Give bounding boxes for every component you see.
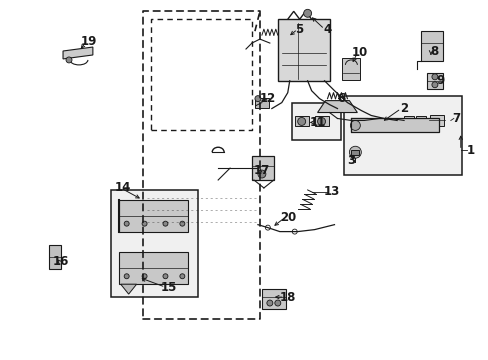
Circle shape bbox=[180, 221, 184, 226]
Bar bbox=[342, 58, 360, 80]
Text: 6: 6 bbox=[337, 92, 345, 105]
Circle shape bbox=[317, 117, 325, 125]
Circle shape bbox=[163, 221, 167, 226]
Bar bbox=[426, 73, 442, 89]
Circle shape bbox=[431, 74, 437, 80]
Text: 7: 7 bbox=[452, 112, 460, 125]
Circle shape bbox=[303, 9, 311, 17]
Bar bbox=[251, 156, 273, 180]
Bar bbox=[291, 103, 341, 140]
Circle shape bbox=[431, 82, 437, 88]
Circle shape bbox=[163, 274, 167, 279]
Text: 14: 14 bbox=[114, 181, 131, 194]
Text: 11: 11 bbox=[309, 116, 325, 129]
Bar bbox=[119, 252, 188, 284]
Text: 16: 16 bbox=[53, 255, 69, 268]
Bar bbox=[351, 118, 438, 132]
Text: 5: 5 bbox=[295, 23, 303, 36]
Text: 8: 8 bbox=[429, 45, 437, 58]
Bar bbox=[49, 246, 61, 269]
Circle shape bbox=[124, 274, 129, 279]
Bar bbox=[415, 117, 425, 125]
Text: 1: 1 bbox=[466, 144, 474, 157]
Bar bbox=[262, 289, 285, 309]
Text: 19: 19 bbox=[81, 35, 97, 48]
Text: 20: 20 bbox=[279, 211, 295, 224]
Circle shape bbox=[257, 170, 265, 178]
Circle shape bbox=[142, 274, 147, 279]
Bar bbox=[277, 19, 329, 81]
Circle shape bbox=[349, 146, 361, 158]
Circle shape bbox=[266, 300, 272, 306]
Bar bbox=[344, 96, 461, 175]
Circle shape bbox=[180, 274, 184, 279]
Text: 12: 12 bbox=[259, 92, 275, 105]
Text: 17: 17 bbox=[253, 163, 269, 176]
Text: 2: 2 bbox=[399, 102, 407, 115]
Bar bbox=[119, 200, 188, 231]
Bar bbox=[351, 150, 359, 155]
Bar bbox=[294, 117, 308, 126]
Bar bbox=[403, 117, 413, 125]
Bar bbox=[429, 114, 443, 126]
Bar bbox=[314, 117, 328, 126]
Circle shape bbox=[66, 57, 72, 63]
Circle shape bbox=[124, 221, 129, 226]
Text: 18: 18 bbox=[279, 291, 295, 303]
Bar bbox=[254, 98, 268, 108]
Text: 9: 9 bbox=[436, 74, 444, 87]
Circle shape bbox=[254, 96, 261, 102]
Circle shape bbox=[297, 117, 305, 125]
Polygon shape bbox=[63, 47, 93, 59]
Circle shape bbox=[142, 221, 147, 226]
Text: 15: 15 bbox=[160, 281, 176, 294]
Text: 4: 4 bbox=[323, 23, 331, 36]
Polygon shape bbox=[317, 100, 357, 113]
Polygon shape bbox=[121, 284, 136, 294]
Circle shape bbox=[350, 121, 360, 130]
Text: 3: 3 bbox=[346, 154, 355, 167]
Bar bbox=[420, 31, 442, 61]
Text: 10: 10 bbox=[350, 46, 366, 59]
Text: 13: 13 bbox=[323, 185, 339, 198]
Circle shape bbox=[274, 300, 280, 306]
Bar bbox=[111, 190, 198, 297]
